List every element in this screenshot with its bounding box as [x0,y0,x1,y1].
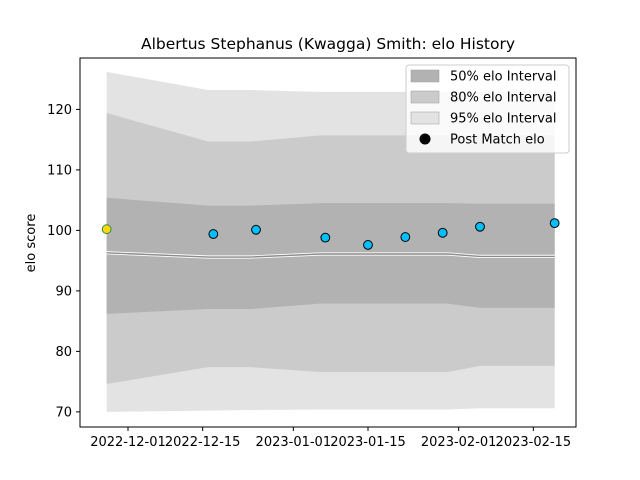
post-match-elo-point [549,218,560,229]
post-match-elo-point [363,240,373,250]
band-50-percent-interval [106,197,555,314]
x-tick-label: 2022-12-01 [90,435,166,450]
legend-swatch [410,69,440,83]
legend-swatch [410,111,440,125]
post-match-elo-point [251,224,261,235]
post-match-elo-point [101,224,112,235]
x-tick-label: 2023-02-15 [496,435,572,450]
median-line [106,252,555,258]
x-tick-label: 2022-12-15 [165,435,241,450]
legend: 50% elo Interval 80% elo Interval 95% elo … [405,64,570,154]
x-tick-label: 2023-02-01 [421,435,497,450]
y-tick-label: 70 [55,405,72,420]
y-tick-label: 80 [55,345,72,360]
post-match-elo-point [437,227,448,238]
legend-label: 95% elo Interval [450,112,557,127]
chart-title: Albertus Stephanus (Kwagga) Smith: elo H… [141,35,515,53]
legend-label: 50% elo Interval [450,70,557,85]
y-tick-label: 120 [47,103,72,118]
plot-area: 70 80 90 100 110 120 2022-12-01 2022-12-15 2023-… [47,57,577,450]
legend-label: 80% elo Interval [450,91,557,106]
axes-frame [79,57,577,428]
legend-swatch [410,90,440,104]
legend-label: Post Match elo [450,133,545,148]
post-match-elo-point [208,229,219,239]
y-axis-label: elo score [24,214,39,273]
y-tick-label: 110 [47,163,72,178]
legend-marker [419,133,431,145]
y-tick-label: 90 [55,284,72,299]
legend-box [405,64,570,154]
post-match-elo-point [400,232,411,242]
post-match-elo-point [475,221,485,232]
y-tick-label: 100 [47,224,72,239]
x-tick-label: 2023-01-01 [256,435,332,450]
x-tick-label: 2023-01-15 [330,435,406,450]
post-match-elo-point [320,232,331,243]
